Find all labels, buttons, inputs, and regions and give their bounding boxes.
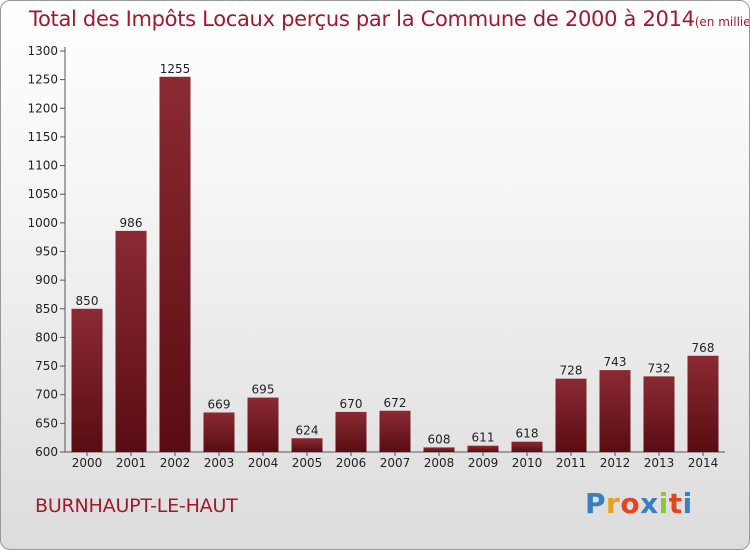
bar-2004 bbox=[247, 397, 279, 452]
value-label-2014: 768 bbox=[692, 341, 715, 355]
bar-2012 bbox=[599, 370, 631, 452]
y-tick-label: 800 bbox=[35, 330, 58, 344]
y-tick-label: 750 bbox=[35, 359, 58, 373]
x-tick-label-2001: 2001 bbox=[116, 456, 147, 470]
x-tick-label-2012: 2012 bbox=[600, 456, 631, 470]
bar-2007 bbox=[379, 410, 411, 452]
value-label-2000: 850 bbox=[76, 294, 99, 308]
logo-letter: t bbox=[668, 487, 683, 520]
proxiti-logo[interactable]: Proxiti bbox=[585, 487, 693, 520]
chart-title: Total des Impôts Locaux perçus par la Co… bbox=[29, 7, 750, 31]
value-label-2006: 670 bbox=[340, 397, 363, 411]
y-tick-label: 650 bbox=[35, 416, 58, 430]
bar-2013 bbox=[643, 376, 675, 452]
chart-title-main: Total des Impôts Locaux perçus par la Co… bbox=[29, 7, 695, 31]
x-tick-label-2014: 2014 bbox=[688, 456, 719, 470]
value-label-2013: 732 bbox=[648, 361, 671, 375]
bar-2010 bbox=[511, 441, 543, 452]
y-tick-label: 1100 bbox=[27, 159, 58, 173]
x-tick-label-2006: 2006 bbox=[336, 456, 367, 470]
bar-2011 bbox=[555, 378, 587, 452]
y-tick-label: 1000 bbox=[27, 216, 58, 230]
y-tick-label: 1250 bbox=[27, 73, 58, 87]
value-label-2012: 743 bbox=[604, 355, 627, 369]
x-tick-label-2013: 2013 bbox=[644, 456, 675, 470]
x-tick-label-2007: 2007 bbox=[380, 456, 411, 470]
chart-title-unit: (en milliers d'€) bbox=[694, 15, 750, 29]
bar-2009 bbox=[467, 445, 499, 452]
y-tick-label: 950 bbox=[35, 245, 58, 259]
logo-letter: i bbox=[682, 487, 693, 520]
x-tick-label-2004: 2004 bbox=[248, 456, 279, 470]
value-label-2004: 695 bbox=[252, 383, 275, 397]
y-tick-label: 1150 bbox=[27, 130, 58, 144]
x-tick-label-2003: 2003 bbox=[204, 456, 235, 470]
value-label-2002: 1255 bbox=[160, 62, 191, 76]
logo-letter: r bbox=[606, 487, 621, 520]
y-tick-label: 1300 bbox=[27, 44, 58, 58]
value-label-2008: 608 bbox=[428, 432, 451, 446]
value-label-2003: 669 bbox=[208, 397, 231, 411]
value-label-2001: 986 bbox=[120, 216, 143, 230]
bar-2006 bbox=[335, 411, 367, 452]
y-tick-label: 850 bbox=[35, 302, 58, 316]
value-label-2011: 728 bbox=[560, 364, 583, 378]
value-label-2007: 672 bbox=[384, 396, 407, 410]
bar-2014 bbox=[687, 355, 719, 452]
x-tick-label-2011: 2011 bbox=[556, 456, 587, 470]
x-tick-label-2008: 2008 bbox=[424, 456, 455, 470]
y-tick-label: 600 bbox=[35, 445, 58, 459]
value-label-2010: 618 bbox=[516, 427, 539, 441]
bar-2003 bbox=[203, 412, 235, 452]
bar-2005 bbox=[291, 438, 323, 452]
bar-2001 bbox=[115, 230, 147, 452]
y-tick-label: 700 bbox=[35, 388, 58, 402]
x-tick-label-2005: 2005 bbox=[292, 456, 323, 470]
value-label-2009: 611 bbox=[472, 431, 495, 445]
bar-2000 bbox=[71, 308, 103, 452]
y-tick-label: 1200 bbox=[27, 101, 58, 115]
logo-letter: x bbox=[640, 487, 659, 520]
x-tick-label-2009: 2009 bbox=[468, 456, 499, 470]
logo-letter: P bbox=[585, 487, 607, 520]
bar-2008 bbox=[423, 447, 455, 452]
x-tick-label-2000: 2000 bbox=[72, 456, 103, 470]
bar-2002 bbox=[159, 76, 191, 453]
x-tick-label-2002: 2002 bbox=[160, 456, 191, 470]
commune-name: BURNHAUPT-LE-HAUT bbox=[35, 495, 238, 517]
y-tick-label: 1050 bbox=[27, 187, 58, 201]
logo-letter: i bbox=[658, 487, 669, 520]
logo-letter: o bbox=[620, 487, 641, 520]
value-label-2005: 624 bbox=[296, 423, 319, 437]
y-tick-label: 900 bbox=[35, 273, 58, 287]
x-tick-label-2010: 2010 bbox=[512, 456, 543, 470]
